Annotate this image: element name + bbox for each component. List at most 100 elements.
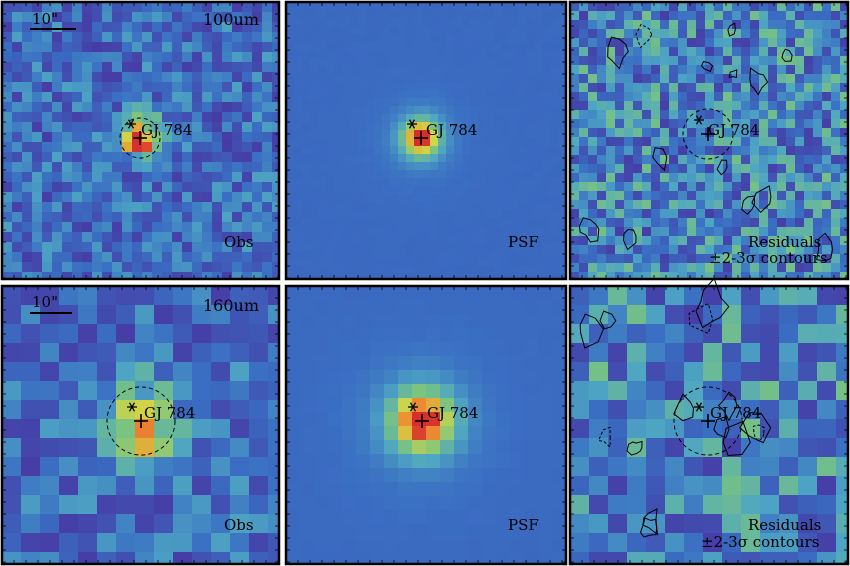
map-pixel (272, 202, 279, 213)
map-pixel (382, 26, 391, 35)
map-pixel (524, 482, 539, 497)
map-pixel (192, 438, 212, 458)
map-pixel (606, 56, 616, 66)
map-pixel (669, 11, 679, 21)
map-pixel (494, 266, 503, 275)
map-pixel (412, 510, 427, 525)
map-pixel (550, 114, 559, 123)
residual-contour (713, 416, 730, 439)
map-pixel (350, 210, 359, 219)
map-pixel (760, 438, 780, 458)
map-pixel (318, 18, 327, 27)
map-pixel (660, 254, 670, 264)
map-pixel (192, 142, 203, 153)
map-pixel (597, 200, 607, 210)
map-pixel (570, 419, 590, 439)
map-pixel (211, 419, 231, 439)
map-pixel (831, 137, 841, 147)
map-pixel (684, 457, 704, 477)
map-pixel (414, 202, 423, 211)
map-pixel (494, 74, 503, 83)
map-pixel (804, 110, 814, 120)
map-pixel (249, 438, 269, 458)
map-pixel (534, 82, 543, 91)
map-pixel (494, 2, 503, 11)
map-pixel (102, 152, 113, 163)
map-pixel (374, 114, 383, 123)
map-pixel (494, 34, 503, 43)
map-pixel (768, 65, 778, 75)
map-pixel (182, 212, 193, 223)
map-pixel (579, 65, 589, 75)
map-pixel (494, 18, 503, 27)
map-pixel (302, 50, 311, 59)
map-pixel (182, 122, 193, 133)
map-pixel (112, 142, 123, 153)
map-pixel (122, 82, 133, 93)
map-pixel (723, 92, 733, 102)
map-pixel (813, 56, 823, 66)
map-pixel (813, 209, 823, 219)
map-pixel (714, 74, 724, 84)
map-pixel (446, 74, 455, 83)
map-pixel (558, 146, 566, 155)
map-pixel (494, 130, 503, 139)
map-pixel (242, 162, 253, 173)
map-pixel (350, 90, 359, 99)
map-pixel (510, 482, 525, 497)
map-pixel (777, 263, 787, 273)
map-pixel (741, 514, 761, 534)
map-pixel (78, 362, 98, 382)
map-pixel (651, 47, 661, 57)
map-pixel (212, 122, 223, 133)
map-pixel (302, 170, 311, 179)
map-pixel (350, 226, 359, 235)
map-pixel (430, 122, 439, 131)
map-pixel (52, 72, 63, 83)
map-pixel (302, 74, 311, 83)
map-pixel (326, 274, 335, 279)
map-pixel (192, 343, 212, 363)
map-pixel (462, 26, 471, 35)
map-pixel (588, 92, 598, 102)
panel-frame (568, 0, 850, 281)
map-pixel (97, 362, 117, 382)
map-pixel (422, 122, 431, 131)
map-pixel (669, 155, 679, 165)
map-pixel (678, 182, 688, 192)
map-pixel (777, 101, 787, 111)
map-pixel (300, 370, 315, 385)
map-pixel (795, 146, 805, 156)
map-pixel (102, 222, 113, 233)
map-pixel (152, 152, 163, 163)
map-pixel (624, 200, 634, 210)
map-pixel (192, 2, 203, 13)
map-pixel (370, 300, 385, 315)
map-pixel (768, 83, 778, 93)
map-pixel (760, 324, 780, 344)
map-pixel (798, 343, 818, 363)
map-pixel (606, 200, 616, 210)
map-pixel (358, 234, 367, 243)
map-pixel (822, 209, 832, 219)
map-pixel (78, 381, 98, 401)
map-pixel (550, 178, 559, 187)
map-pixel (646, 419, 666, 439)
map-pixel (2, 476, 22, 496)
map-pixel (446, 266, 455, 275)
map-pixel (624, 11, 634, 21)
map-pixel (597, 182, 607, 192)
map-pixel (822, 227, 832, 237)
map-pixel (768, 263, 778, 273)
map-pixel (414, 266, 423, 275)
map-pixel (840, 20, 848, 30)
map-pixel (82, 52, 93, 63)
map-pixel (356, 482, 371, 497)
map-pixel (579, 56, 589, 66)
map-pixel (779, 343, 799, 363)
map-pixel (202, 222, 213, 233)
target-label: GJ 784 (427, 404, 478, 422)
residual-contour (599, 310, 617, 330)
map-pixel (518, 266, 527, 275)
map-pixel (294, 130, 303, 139)
